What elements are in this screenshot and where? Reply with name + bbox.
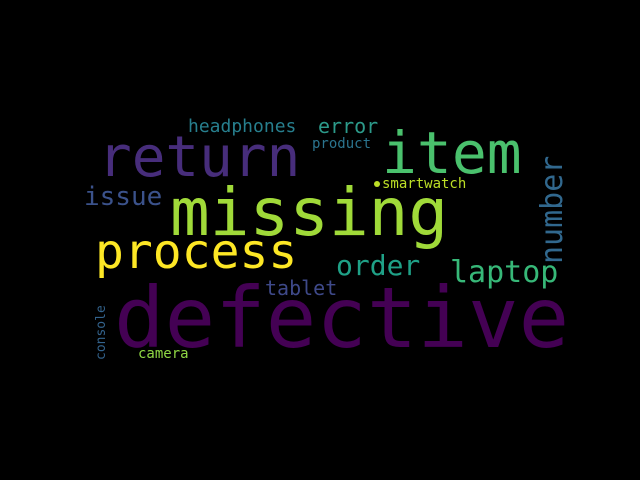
word-headphones: headphones [188,116,297,137]
word-order: order [336,249,421,282]
word-process: process [95,224,298,280]
word-missing: missing [170,174,449,251]
dot-marker [374,181,380,187]
word-tablet: tablet [265,276,338,300]
word-error: error [318,114,379,138]
word-number: number [535,155,570,264]
word-defective: defective [114,269,570,367]
word-camera: camera [138,346,189,362]
word-product: product [312,136,372,152]
word-laptop: laptop [450,255,559,290]
word-issue: issue [84,182,163,212]
word-item: item [382,119,522,187]
word-smartwatch: smartwatch [382,176,467,192]
word-return: return [98,125,301,190]
word-console: console [94,305,109,360]
